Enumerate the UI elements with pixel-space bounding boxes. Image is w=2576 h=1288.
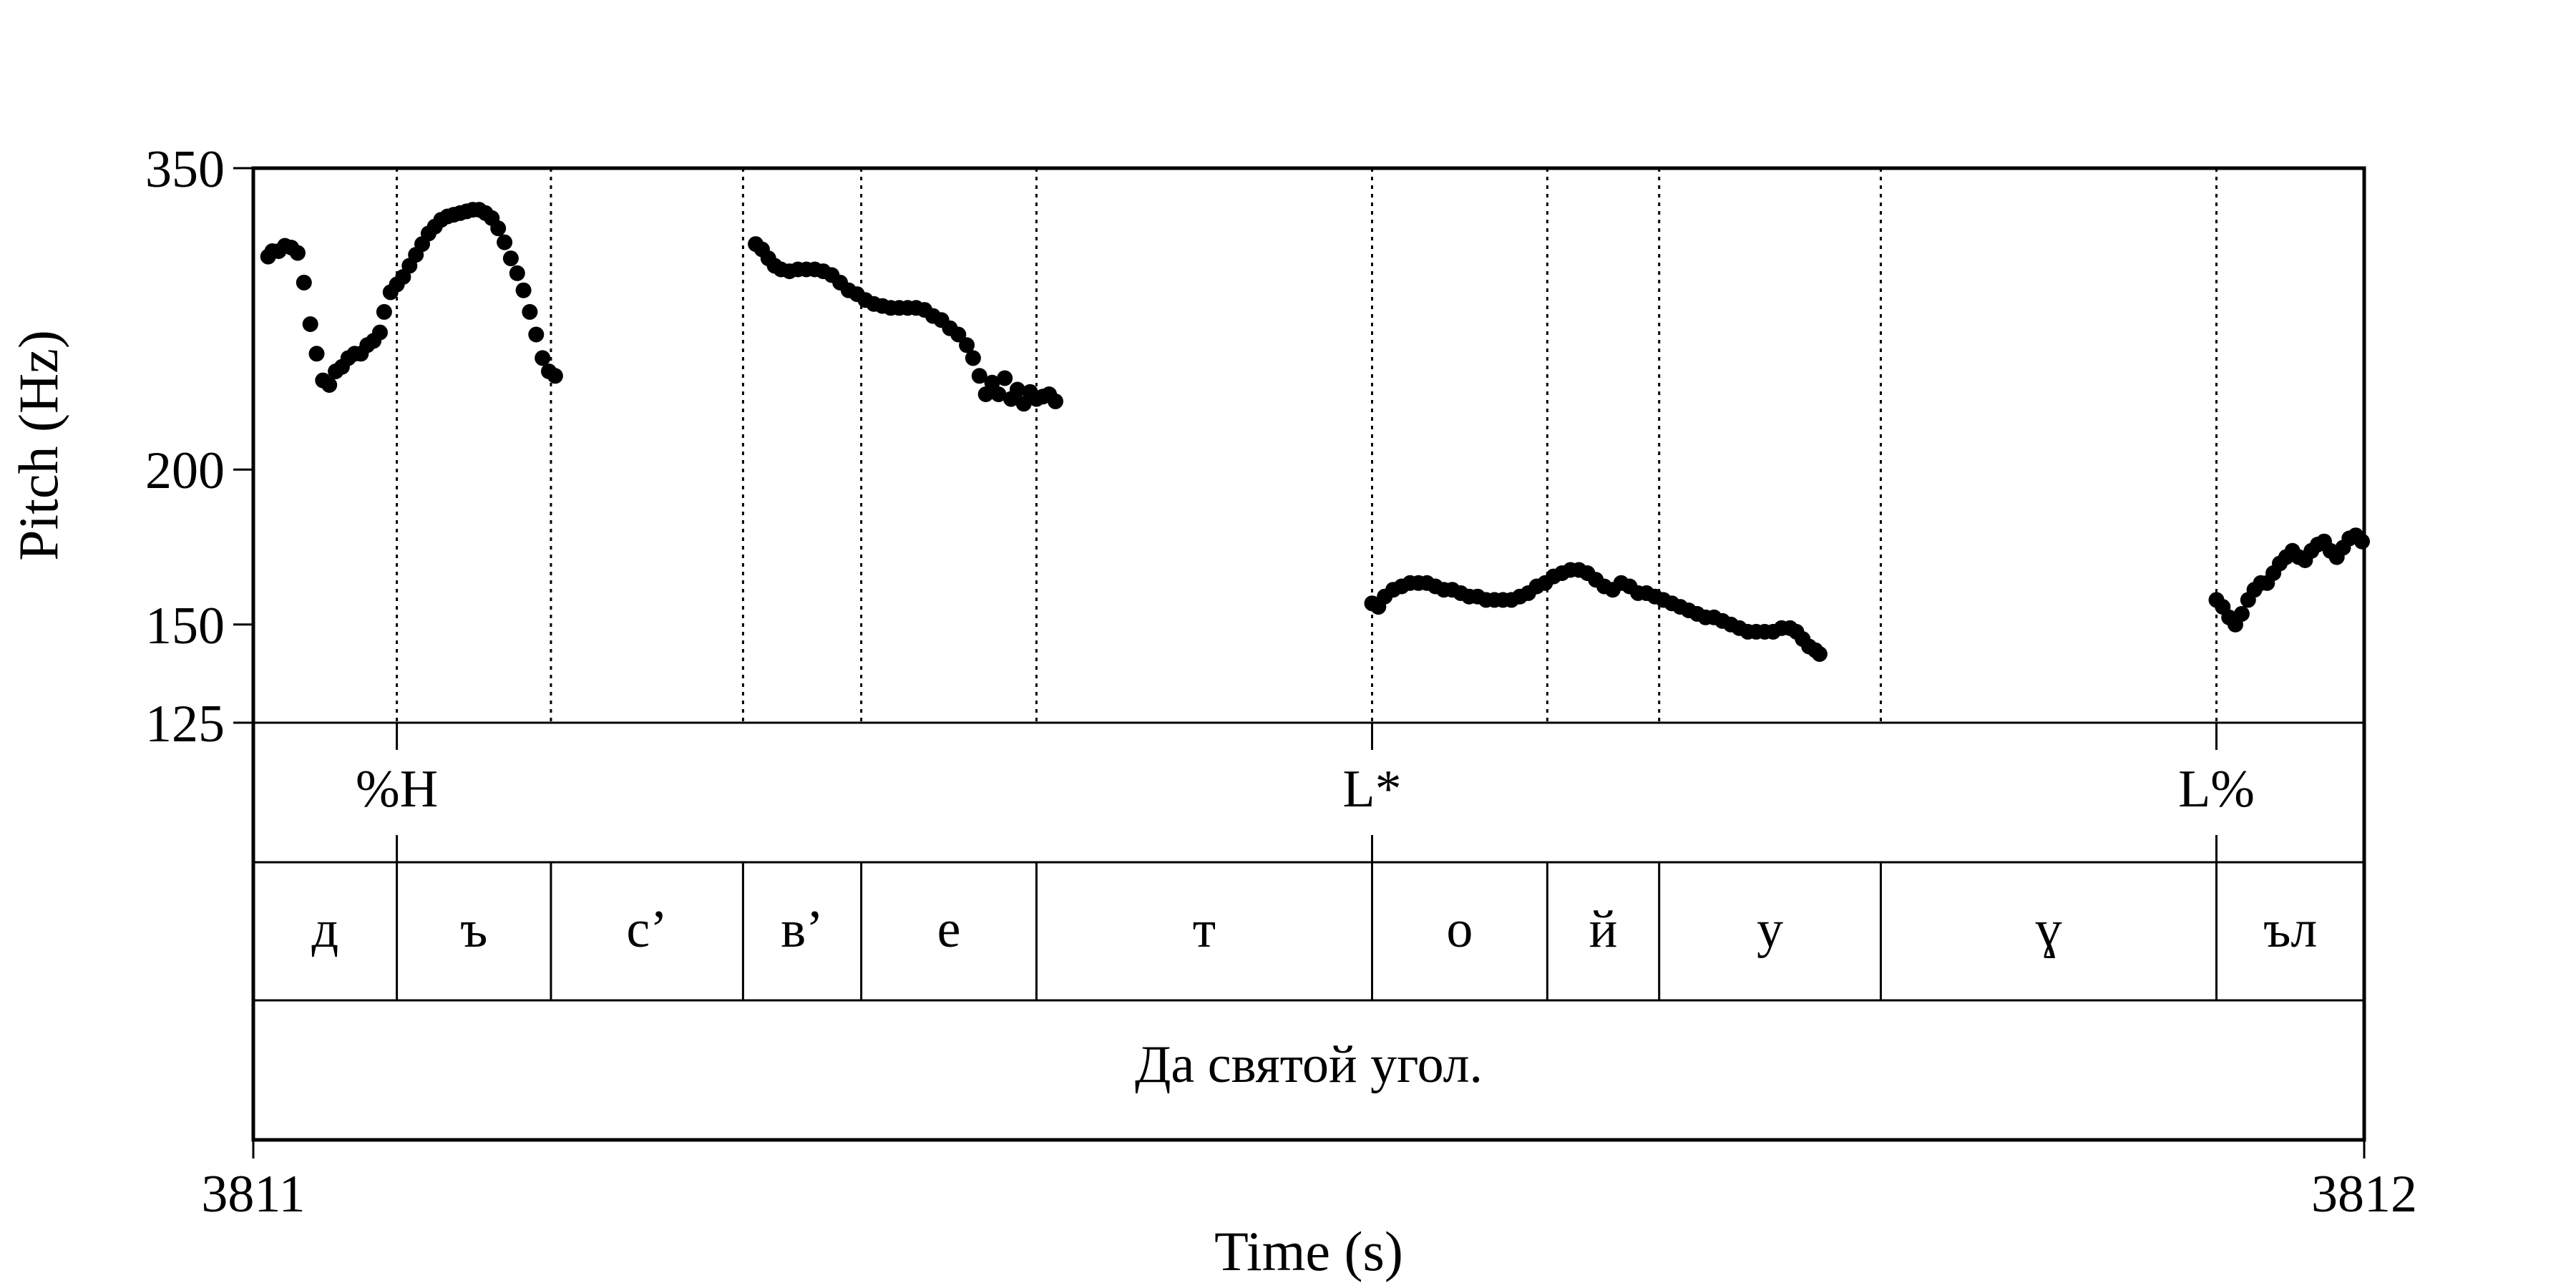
- pitch-point: [959, 337, 975, 353]
- segment-label: ъ: [460, 900, 487, 959]
- pitch-point: [971, 368, 987, 384]
- pitch-point: [990, 386, 1007, 402]
- y-tick-label: 350: [145, 140, 225, 199]
- pitch-point: [515, 282, 532, 298]
- segment-label: с’: [626, 900, 668, 959]
- pitch-point: [997, 370, 1013, 386]
- pitch-point: [547, 368, 563, 384]
- pitch-point: [372, 324, 388, 341]
- pitch-point: [509, 265, 525, 281]
- pitch-point: [950, 326, 967, 343]
- segment-label: ъл: [2263, 900, 2317, 959]
- segment-label: й: [1589, 900, 1618, 959]
- segment-label: в’: [781, 900, 824, 959]
- pitch-point: [965, 350, 981, 366]
- y-tick-label: 200: [145, 441, 225, 500]
- pitch-point: [535, 350, 551, 366]
- x-axis-title: Time (s): [1214, 1220, 1403, 1282]
- pitch-point: [502, 250, 519, 267]
- pitch-points: [260, 202, 2370, 662]
- sentence-label: Да святой угол.: [1135, 1035, 1483, 1094]
- plot-frame: [251, 166, 2366, 1142]
- dotted-guides: [396, 168, 2218, 723]
- pitch-point: [984, 374, 1000, 391]
- tone-label: L%: [2178, 760, 2255, 819]
- y-tick-label: 150: [145, 597, 225, 655]
- pitch-point: [296, 274, 312, 291]
- pitch-point: [1811, 646, 1828, 662]
- pitch-point: [977, 386, 994, 402]
- segment-label: о: [1446, 900, 1473, 959]
- tier-separators: [253, 721, 2364, 1002]
- tone-label: %H: [356, 760, 438, 819]
- pitch-point: [321, 377, 338, 393]
- axis-ticks: 350 200 150 125 3811 3812: [145, 140, 2417, 1224]
- segment-label: д: [311, 900, 338, 959]
- pitch-point: [1048, 393, 1063, 409]
- tone-label: L*: [1342, 760, 1401, 819]
- pitch-point: [1015, 396, 1032, 412]
- pitch-point: [308, 346, 325, 362]
- x-tick-label: 3812: [2311, 1165, 2417, 1224]
- x-tick-label: 3811: [201, 1165, 305, 1224]
- y-axis-title: Pitch (Hz): [7, 330, 69, 561]
- pitch-point: [522, 303, 538, 320]
- y-tick-label: 125: [145, 695, 225, 753]
- segment-label: т: [1193, 900, 1216, 959]
- pitch-point: [2354, 533, 2370, 550]
- pitch-point: [376, 303, 392, 320]
- segment-label: е: [937, 900, 961, 959]
- segment-label: у: [1757, 900, 1783, 959]
- pitch-point: [2233, 605, 2250, 622]
- pitch-point: [1009, 381, 1025, 398]
- pitch-point: [497, 234, 513, 250]
- pitch-point: [302, 316, 318, 332]
- tier-labels: %H L* L% д ъ с’ в’ е т о й у ɣ ъл Да святой угол.: [311, 760, 2317, 1094]
- pitch-point: [290, 245, 306, 261]
- pitch-point: [528, 326, 545, 343]
- pitch-point: [490, 220, 507, 237]
- segment-label: ɣ: [2035, 900, 2062, 959]
